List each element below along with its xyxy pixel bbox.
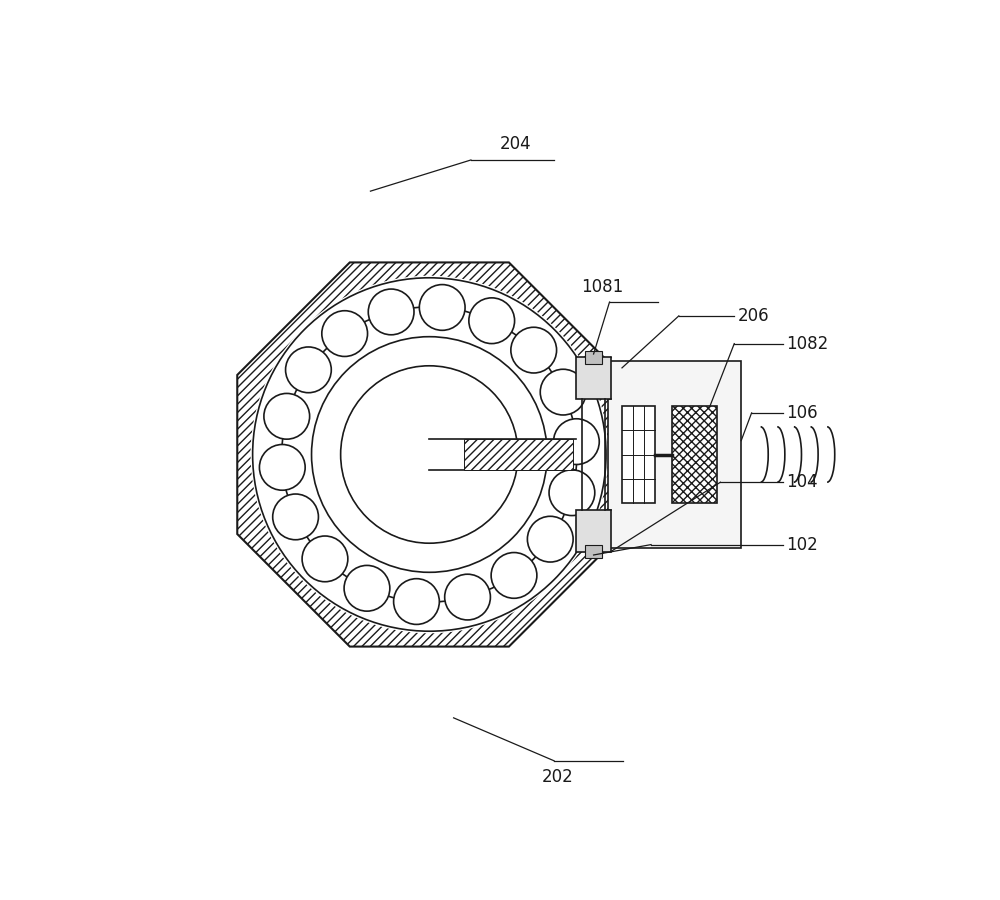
Bar — [576, 510, 611, 552]
Text: 206: 206 — [738, 307, 769, 325]
Circle shape — [527, 517, 573, 562]
Circle shape — [264, 393, 310, 439]
Circle shape — [491, 553, 537, 599]
Text: 106: 106 — [786, 404, 818, 422]
Text: 1081: 1081 — [581, 278, 624, 296]
Circle shape — [344, 565, 390, 611]
Text: 1082: 1082 — [786, 335, 828, 353]
Polygon shape — [237, 263, 621, 646]
Circle shape — [540, 369, 586, 415]
Bar — [576, 357, 611, 399]
Circle shape — [286, 347, 331, 392]
Text: 204: 204 — [500, 135, 532, 153]
Circle shape — [259, 445, 305, 491]
Bar — [622, 406, 655, 503]
Circle shape — [342, 367, 517, 542]
Circle shape — [368, 289, 414, 335]
Circle shape — [322, 310, 368, 356]
Circle shape — [554, 418, 599, 464]
Bar — [585, 545, 602, 558]
Bar — [608, 361, 741, 548]
Circle shape — [469, 298, 515, 344]
Text: 202: 202 — [542, 768, 573, 786]
Circle shape — [341, 365, 518, 544]
Circle shape — [549, 470, 595, 516]
Text: 104: 104 — [786, 473, 818, 491]
Circle shape — [302, 536, 348, 581]
Circle shape — [273, 494, 318, 540]
Bar — [585, 351, 602, 364]
Circle shape — [511, 328, 557, 373]
Circle shape — [394, 579, 439, 625]
Circle shape — [445, 574, 490, 620]
Circle shape — [419, 284, 465, 330]
Circle shape — [251, 275, 608, 634]
Text: 102: 102 — [786, 536, 818, 554]
Polygon shape — [464, 439, 573, 470]
Bar — [672, 406, 717, 503]
